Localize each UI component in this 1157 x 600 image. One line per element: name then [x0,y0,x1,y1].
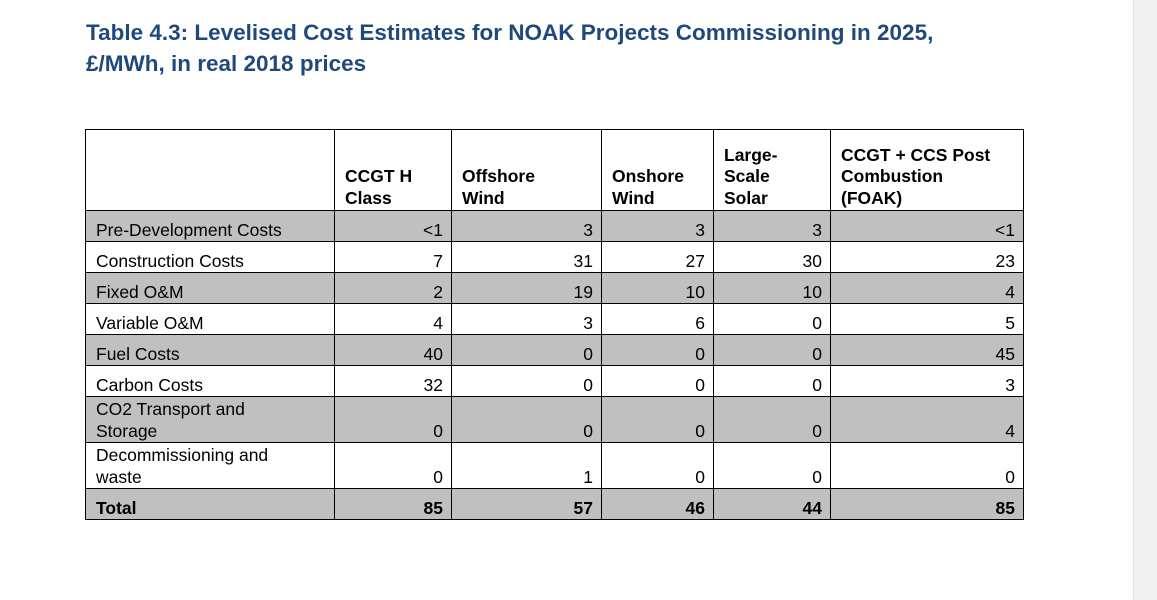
cell-value: 31 [451,241,602,273]
cell-value: 10 [713,272,831,304]
cell-value: 19 [451,272,602,304]
cell-value: 10 [601,272,714,304]
cell-value: 3 [451,303,602,335]
table-title-line2: £/MWh, in real 2018 prices [86,51,367,76]
table-row-fixed-om: Fixed O&M 2 19 10 10 4 [85,272,1024,304]
header-empty-cell [85,129,335,211]
row-label: CO2 Transport and Storage [85,396,335,443]
cell-value: 4 [830,396,1024,443]
row-label: Decommissioning and waste [85,442,335,489]
cell-value: 7 [334,241,452,273]
table-row-decommissioning: Decommissioning and waste 0 1 0 0 0 [85,442,1024,489]
cell-value: 0 [451,334,602,366]
header-offshore-wind: Offshore Wind [451,129,602,211]
cell-value: 0 [601,365,714,397]
cell-value: 85 [830,488,1024,520]
cell-value: 1 [451,442,602,489]
table-row-construction: Construction Costs 7 31 27 30 23 [85,241,1024,273]
cell-value: 0 [713,303,831,335]
cell-value: 0 [334,442,452,489]
cell-value: 2 [334,272,452,304]
cell-value: 23 [830,241,1024,273]
table-row-pre-development: Pre-Development Costs <1 3 3 3 <1 [85,210,1024,242]
cell-value: 0 [713,334,831,366]
table-title: Table 4.3: Levelised Cost Estimates for … [86,17,1046,79]
cell-value: 0 [830,442,1024,489]
cell-value: 0 [713,442,831,489]
cell-value: <1 [334,210,452,242]
cell-value: 4 [334,303,452,335]
cell-value: 44 [713,488,831,520]
header-ccgt-h-class: CCGT H Class [334,129,452,211]
cell-value: 40 [334,334,452,366]
table-row-co2-transport: CO2 Transport and Storage 0 0 0 0 4 [85,396,1024,443]
cell-value: 3 [713,210,831,242]
cell-value: 0 [601,442,714,489]
cell-value: 45 [830,334,1024,366]
header-row: CCGT H Class Offshore Wind Onshore Wind Lar… [85,129,1024,211]
row-label: Carbon Costs [85,365,335,397]
row-label: Fuel Costs [85,334,335,366]
table-row-total: Total 85 57 46 44 85 [85,488,1024,520]
cell-value: 5 [830,303,1024,335]
cell-value: 0 [713,365,831,397]
table-row-fuel: Fuel Costs 40 0 0 0 45 [85,334,1024,366]
row-label: Pre-Development Costs [85,210,335,242]
row-label: Total [85,488,335,520]
cell-value: 4 [830,272,1024,304]
cell-value: 0 [601,396,714,443]
cell-value: 0 [451,396,602,443]
levelised-cost-table: CCGT H Class Offshore Wind Onshore Wind Lar… [85,129,1024,520]
row-label: Variable O&M [85,303,335,335]
scrollbar[interactable] [1133,0,1157,600]
cell-value: 0 [713,396,831,443]
table-title-line1: Table 4.3: Levelised Cost Estimates for … [86,20,934,45]
header-ccgt-ccs: CCGT + CCS Post Combustion (FOAK) [830,129,1024,211]
cell-value: 0 [334,396,452,443]
header-large-scale-solar: Large- Scale Solar [713,129,831,211]
row-label: Construction Costs [85,241,335,273]
table-row-carbon: Carbon Costs 32 0 0 0 3 [85,365,1024,397]
cell-value: 85 [334,488,452,520]
cell-value: <1 [830,210,1024,242]
cell-value: 3 [830,365,1024,397]
cell-value: 3 [601,210,714,242]
cell-value: 46 [601,488,714,520]
header-onshore-wind: Onshore Wind [601,129,714,211]
cell-value: 0 [451,365,602,397]
cell-value: 27 [601,241,714,273]
cell-value: 57 [451,488,602,520]
row-label: Fixed O&M [85,272,335,304]
cell-value: 6 [601,303,714,335]
cell-value: 32 [334,365,452,397]
cell-value: 0 [601,334,714,366]
cell-value: 30 [713,241,831,273]
table-row-variable-om: Variable O&M 4 3 6 0 5 [85,303,1024,335]
cell-value: 3 [451,210,602,242]
